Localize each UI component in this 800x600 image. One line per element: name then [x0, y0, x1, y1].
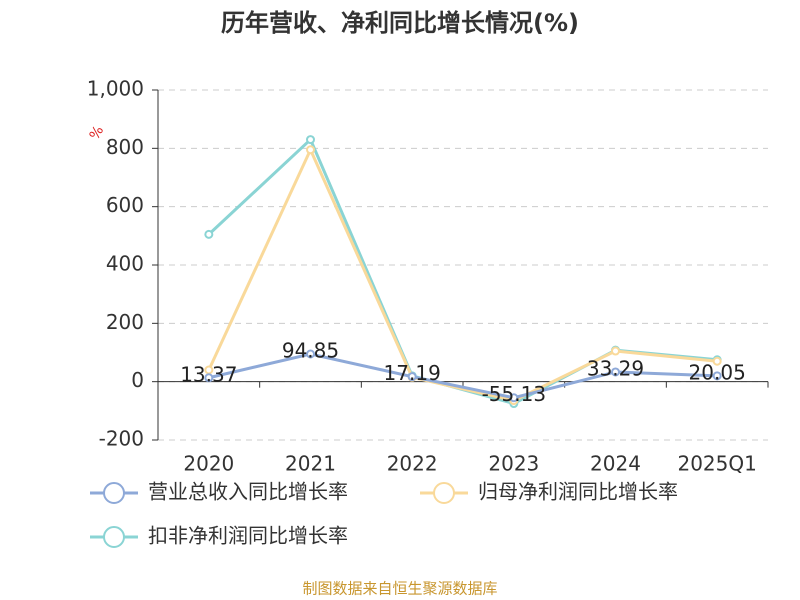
data-label: 13.37 — [180, 362, 237, 386]
x-tick-label: 2020 — [183, 452, 234, 476]
point — [611, 346, 620, 356]
point — [306, 349, 315, 359]
x-tick-label: 2022 — [387, 452, 438, 476]
point — [306, 135, 315, 145]
point — [407, 372, 417, 382]
legend-marker — [103, 526, 125, 548]
data-label: 20.05 — [689, 360, 746, 384]
point — [306, 145, 315, 155]
legend-label: 归母净利润同比增长率 — [478, 480, 678, 504]
y-tick-label: 600 — [106, 193, 144, 217]
point — [611, 367, 620, 377]
point — [712, 356, 722, 366]
y-tick-label: 200 — [106, 310, 144, 334]
point — [712, 371, 722, 381]
y-tick-label: 400 — [106, 252, 144, 276]
legend-label: 扣非净利润同比增长率 — [148, 524, 348, 548]
chart-title: 历年营收、净利同比增长情况(%) — [221, 9, 579, 37]
data-label: -55.13 — [482, 382, 546, 406]
source: 制图数据来自恒生聚源数据库 — [302, 580, 497, 598]
series-line — [207, 146, 718, 403]
series-line — [208, 352, 718, 400]
legend-marker — [103, 482, 125, 504]
legend-label: 营业总收入同比增长率 — [148, 480, 348, 504]
y-tick-label: 1,000 — [87, 77, 144, 101]
point — [204, 229, 214, 239]
x-tick-label: 2023 — [488, 452, 539, 476]
data-label: 17.19 — [384, 361, 441, 385]
legend-marker — [433, 482, 455, 504]
point — [509, 393, 519, 403]
data-label: 94.85 — [282, 339, 339, 363]
x-tick-label: 2021 — [285, 452, 336, 476]
x-tick-label: 2025Q1 — [677, 452, 756, 476]
x-tick-label: 2024 — [590, 452, 641, 476]
y-tick-label: -200 — [99, 427, 144, 451]
point — [204, 373, 214, 383]
y-tick-label: 0 — [131, 368, 144, 392]
data-label: 33.29 — [587, 356, 644, 380]
y-tick-label: 800 — [106, 135, 144, 159]
y-axis-label: % — [87, 123, 108, 143]
